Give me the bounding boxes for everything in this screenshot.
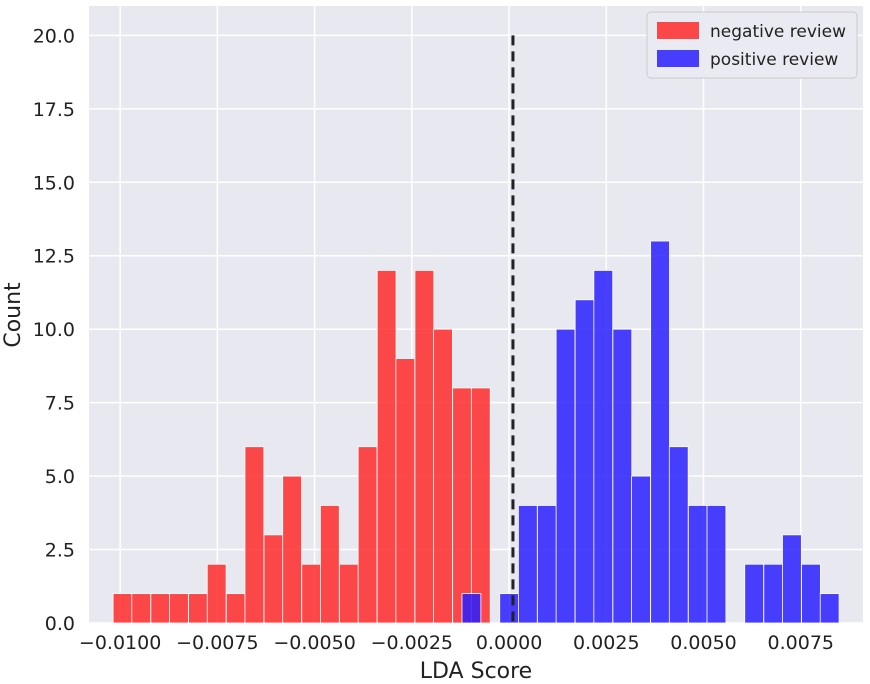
bar-negative	[433, 328, 453, 624]
bar-positive	[819, 593, 840, 624]
bar-negative	[282, 475, 302, 624]
bar-positive	[744, 563, 765, 624]
x-tick-label: −0.0100	[79, 632, 161, 654]
bar-negative	[301, 563, 322, 624]
y-tick-label: 17.5	[33, 99, 75, 121]
y-tick-label: 15.0	[33, 172, 75, 194]
legend-box	[646, 11, 858, 79]
x-tick-label: −0.0075	[176, 632, 258, 654]
bar-negative	[376, 270, 397, 624]
bar-positive	[499, 593, 519, 624]
x-tick-label: −0.0050	[273, 632, 355, 654]
bar-negative	[263, 534, 284, 624]
bar-positive	[687, 505, 708, 624]
bar-positive	[612, 328, 633, 624]
bar-positive	[801, 563, 821, 624]
bar-negative	[244, 446, 265, 624]
bar-negative	[225, 593, 246, 624]
x-tick-label: 0.0000	[476, 632, 542, 654]
legend: negative review positive review	[646, 11, 858, 79]
bar-positive	[706, 505, 727, 624]
y-axis-title: Count	[1, 282, 26, 348]
bar-negative	[112, 593, 133, 624]
bar-positive	[537, 505, 557, 624]
bar-negative	[339, 563, 359, 624]
x-tick-labels: −0.0100 −0.0075 −0.0050 −0.0025 0.0000 0.0025…	[79, 632, 834, 654]
bar-positive	[517, 505, 538, 624]
y-tick-label: 10.0	[33, 319, 75, 341]
y-tick-labels: 0.0 2.5 5.0 7.5 10.0 12.5 15.0 17.5 20.0	[33, 25, 75, 635]
y-tick-label: 20.0	[33, 25, 75, 47]
histogram-bars	[112, 240, 840, 624]
bar-negative	[131, 593, 152, 624]
legend-label-negative: negative review	[710, 22, 846, 42]
y-tick-label: 5.0	[45, 466, 75, 488]
bar-positive	[593, 270, 614, 624]
bar-positive	[668, 446, 689, 624]
x-tick-label: −0.0025	[371, 632, 453, 654]
y-tick-label: 12.5	[33, 246, 75, 268]
bar-negative	[357, 446, 378, 624]
legend-swatch-positive	[657, 50, 699, 67]
x-axis-title: LDA Score	[420, 659, 532, 684]
bar-negative	[188, 593, 208, 624]
legend-label-positive: positive review	[710, 50, 838, 70]
y-tick-label: 0.0	[45, 613, 75, 635]
bar-positive	[631, 475, 651, 624]
bar-negative	[206, 563, 227, 624]
bar-negative	[395, 358, 416, 624]
y-tick-label: 2.5	[45, 540, 75, 562]
bar-positive	[555, 328, 576, 624]
y-tick-label: 7.5	[45, 393, 75, 415]
bar-positive	[574, 299, 595, 624]
bar-negative	[320, 505, 340, 624]
legend-swatch-negative	[657, 22, 699, 39]
bar-positive	[650, 240, 670, 624]
bar-positive	[763, 563, 784, 624]
bar-positive	[782, 534, 802, 624]
bar-positive	[461, 593, 482, 624]
bar-negative	[452, 387, 472, 624]
bar-negative	[414, 270, 435, 624]
x-tick-label: 0.0025	[573, 632, 639, 654]
x-tick-label: 0.0050	[670, 632, 736, 654]
x-tick-label: 0.0075	[768, 632, 834, 654]
bar-negative	[470, 387, 491, 624]
bar-negative	[150, 593, 171, 624]
bar-negative	[169, 593, 189, 624]
